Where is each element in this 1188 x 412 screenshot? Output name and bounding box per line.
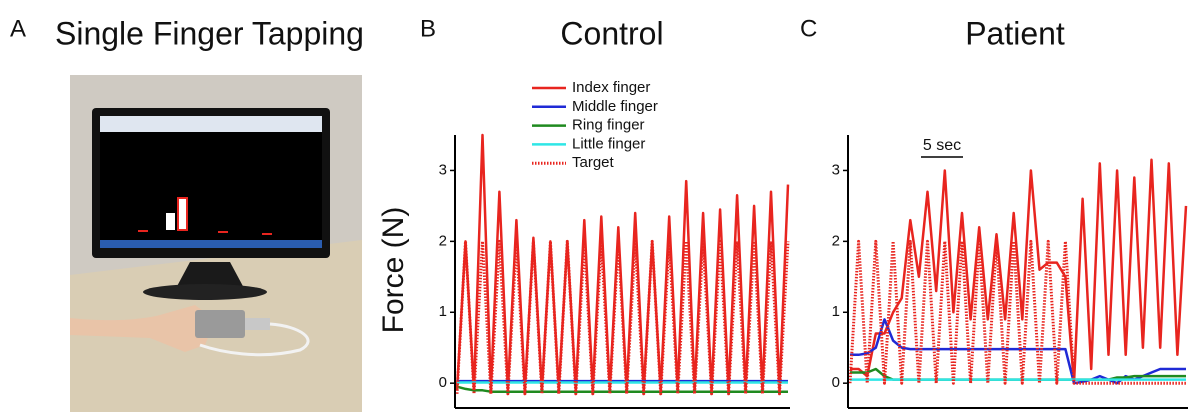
legend-label: Middle finger <box>572 98 658 115</box>
y-tick-label: 1 <box>832 303 840 320</box>
photo <box>70 75 362 412</box>
scale-annotation: 5 sec <box>923 137 961 154</box>
panel-label: B <box>420 15 436 42</box>
y-axis-label: Force (N) <box>377 207 410 334</box>
series-line <box>850 158 1188 385</box>
legend-label: Ring finger <box>572 117 645 134</box>
y-tick-label: 2 <box>439 232 447 249</box>
y-tick-label: 3 <box>832 161 840 178</box>
legend-label: Index finger <box>572 79 650 96</box>
series-line <box>455 239 790 396</box>
panel-label: C <box>800 15 817 42</box>
legend-label: Little finger <box>572 135 645 152</box>
legend-label: Target <box>572 154 615 171</box>
y-tick-label: 3 <box>439 161 447 178</box>
y-tick-label: 1 <box>439 303 447 320</box>
chart-title: Control <box>560 15 663 51</box>
series-line <box>456 385 788 393</box>
series-line <box>848 239 1186 385</box>
panel-label: A <box>10 15 26 42</box>
y-tick-label: 0 <box>832 374 840 391</box>
y-tick-label: 2 <box>832 232 840 249</box>
panel-title: Single Finger Tapping <box>55 15 364 51</box>
y-tick-label: 0 <box>439 374 447 391</box>
chart-title: Patient <box>965 15 1065 51</box>
